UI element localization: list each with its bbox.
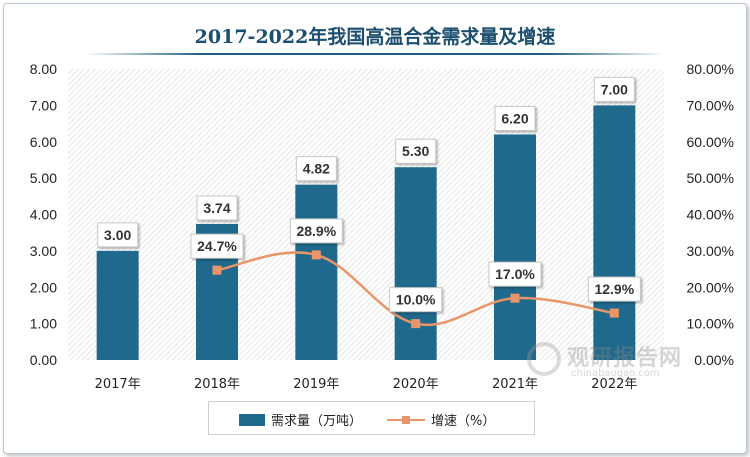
y-right-tick-label: 50.00% [687, 170, 734, 186]
y-left-tick-label: 1.00 [30, 316, 57, 332]
growth-data-label-text: 17.0% [495, 266, 535, 282]
bar-data-label: 6.20 [494, 105, 536, 131]
growth-data-label: 10.0% [389, 287, 443, 313]
y-left-tick-label: 7.00 [30, 97, 57, 113]
growth-data-label: 28.9% [289, 218, 343, 244]
y-left-tick-label: 2.00 [30, 279, 57, 295]
bar-data-label: 3.00 [97, 222, 139, 248]
bar-data-label-text: 7.00 [601, 81, 628, 97]
bar [96, 250, 139, 360]
y-right-tick-label: 20.00% [687, 279, 734, 295]
legend-line-swatch [387, 414, 425, 426]
legend-item-growth: 增速（%） [387, 410, 495, 429]
x-category-label: 2018年 [194, 377, 240, 392]
growth-data-label-box [289, 218, 343, 244]
growth-data-label-box [587, 276, 641, 302]
bar-data-label-box [97, 222, 139, 248]
bar-data-label-text: 5.30 [402, 143, 429, 159]
y-right-tick-label: 80.00% [687, 61, 734, 77]
growth-marker [510, 293, 520, 303]
plot-area [68, 69, 664, 360]
growth-marker [311, 250, 321, 260]
y-right-tick-label: 60.00% [687, 134, 734, 150]
growth-data-label-text: 28.9% [296, 223, 336, 239]
bar-data-label-box [593, 76, 635, 102]
y-right-tick-label: 0.00% [694, 352, 734, 368]
watermark-logo-icon [527, 342, 561, 376]
growth-data-label-text: 10.0% [396, 292, 436, 308]
bar-data-label-text: 3.74 [203, 200, 230, 216]
y-left-tick-label: 6.00 [30, 134, 57, 150]
growth-data-label-box [488, 261, 542, 287]
bar-data-label-box [494, 105, 536, 131]
x-category-label: 2022年 [591, 377, 637, 392]
legend-bar-swatch [239, 413, 265, 426]
growth-data-label-box [190, 233, 244, 259]
growth-marker [212, 265, 222, 275]
bar-data-label-text: 4.82 [303, 161, 330, 177]
watermark-url: chinabaogao.com [571, 368, 660, 379]
legend-label-demand: 需求量（万吨） [271, 414, 363, 429]
growth-data-label: 17.0% [488, 261, 542, 287]
growth-marker [609, 308, 619, 318]
legend-label-growth: 增速（%） [431, 414, 496, 429]
y-right-tick-label: 10.00% [687, 316, 734, 332]
bar-data-label: 4.82 [295, 156, 337, 182]
watermark-text: 观研报告网 [567, 346, 683, 371]
x-category-label: 2021年 [492, 377, 538, 392]
growth-data-label-box [389, 287, 443, 313]
watermark: 观研报告网 chinabaogao.com [527, 338, 737, 386]
bar [494, 134, 536, 360]
bar-data-label-box [395, 138, 437, 164]
bar [394, 167, 437, 360]
growth-data-label-text: 12.9% [594, 281, 634, 297]
growth-data-label-text: 24.7% [197, 238, 237, 254]
bar-data-label: 3.74 [196, 195, 238, 221]
bar-data-label: 7.00 [593, 76, 635, 102]
x-category-label: 2019年 [293, 377, 339, 392]
y-left-tick-label: 4.00 [30, 207, 57, 223]
y-right-tick-label: 70.00% [687, 97, 734, 113]
legend: 需求量（万吨） 增速（%） [208, 401, 535, 435]
y-left-tick-label: 3.00 [30, 243, 57, 259]
bar-data-label: 5.30 [395, 138, 437, 164]
bar-data-label-text: 3.00 [104, 227, 131, 243]
x-category-label: 2020年 [393, 377, 439, 392]
bar [593, 105, 636, 360]
legend-item-demand: 需求量（万吨） [239, 410, 362, 429]
y-left-tick-label: 5.00 [30, 170, 57, 186]
growth-marker [411, 319, 421, 329]
growth-data-label: 12.9% [587, 276, 641, 302]
chart-title: 2017-2022年我国高温合金需求量及增速 [194, 26, 556, 48]
y-left-tick-label: 8.00 [30, 61, 57, 77]
bar-data-label-box [196, 195, 238, 221]
x-category-label: 2017年 [95, 377, 141, 392]
y-right-tick-label: 30.00% [687, 243, 734, 259]
y-left-tick-label: 0.00 [30, 352, 57, 368]
y-right-tick-label: 40.00% [687, 207, 734, 223]
bar-data-label-box [295, 156, 337, 182]
bar-data-label-text: 6.20 [501, 110, 528, 126]
bar [295, 184, 338, 360]
title-underline [85, 53, 665, 55]
growth-data-label: 24.7% [190, 233, 244, 259]
